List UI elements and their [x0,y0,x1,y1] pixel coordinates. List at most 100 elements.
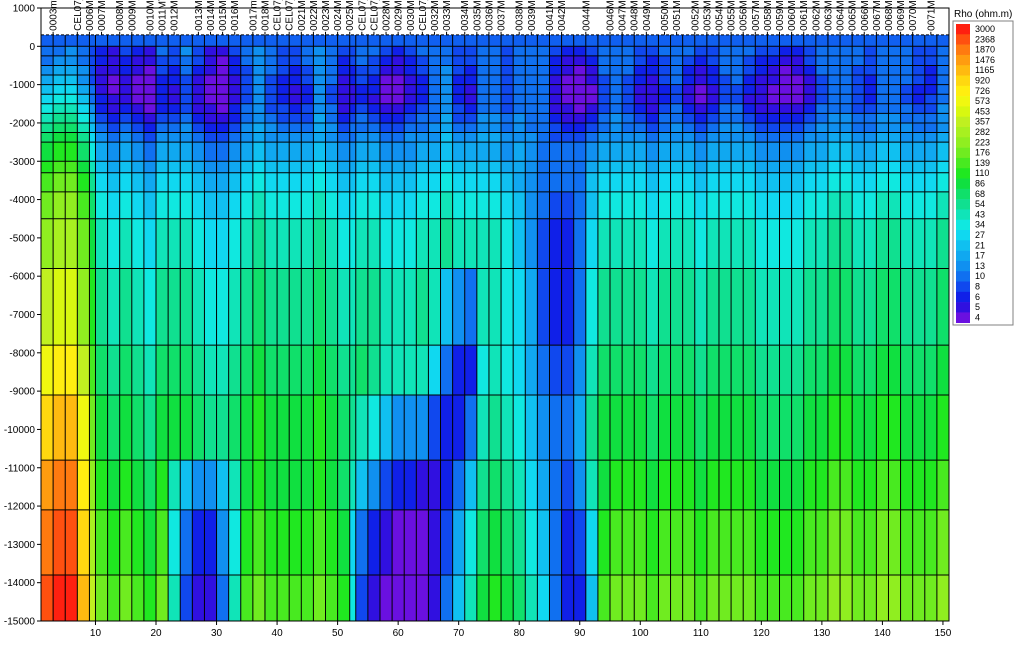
resistivity-cell [597,161,611,174]
y-tick-label: -5000 [9,233,35,244]
resistivity-cell [107,509,121,576]
resistivity-cell [428,161,441,174]
resistivity-cell [840,460,853,511]
resistivity-cell [168,132,181,143]
x-tick-label: 40 [272,628,284,639]
resistivity-cell [585,122,599,133]
resistivity-cell [573,132,587,143]
resistivity-cell [658,65,671,76]
resistivity-cell [706,191,720,220]
resistivity-cell [89,132,96,143]
resistivity-cell [289,191,302,220]
resistivity-cell [240,55,254,66]
legend-label: 86 [975,179,985,189]
resistivity-cell [416,218,429,269]
resistivity-cell [488,575,502,622]
resistivity-cell [349,55,357,66]
resistivity-cell [864,575,877,622]
resistivity-cell [827,161,841,174]
resistivity-cell [301,161,314,174]
resistivity-cell [379,268,393,346]
resistivity-cell [252,103,266,114]
station-label: CEL07_20 [285,0,296,31]
resistivity-cell [549,55,562,66]
resistivity-cell [119,394,133,461]
resistivity-cell [65,65,78,76]
resistivity-cell [803,75,817,86]
resistivity-cell [476,142,490,162]
resistivity-cell [646,75,659,86]
resistivity-cell [95,84,108,95]
resistivity-cell [767,142,780,162]
resistivity-cell [428,65,441,76]
legend-swatch [956,230,970,241]
resistivity-cell [156,218,169,269]
resistivity-cell [392,132,405,143]
resistivity-cell [252,575,266,622]
resistivity-cell [924,218,938,269]
resistivity-cell [888,172,901,193]
resistivity-cell [252,113,266,124]
resistivity-cell [924,122,938,133]
resistivity-cell [452,394,466,461]
resistivity-cell [537,75,550,86]
resistivity-cell [549,94,562,105]
y-tick-label: -11000 [5,463,36,474]
resistivity-cell [156,394,169,461]
station-label: 0052MTSI [690,0,701,31]
legend-swatch [956,34,970,45]
resistivity-cell [634,122,647,133]
resistivity-cell [706,509,720,576]
resistivity-cell [313,75,326,86]
resistivity-cell [156,161,169,174]
resistivity-cell [513,103,526,114]
resistivity-cell [755,84,768,95]
resistivity-cell [404,172,417,193]
resistivity-cell [289,172,302,193]
resistivity-cell [791,142,805,162]
resistivity-cell [392,345,405,396]
x-tick-label: 70 [453,628,465,639]
resistivity-cell [53,132,66,143]
resistivity-cell [682,509,696,576]
resistivity-cell [264,172,278,193]
resistivity-cell [767,65,780,76]
resistivity-cell [876,161,889,174]
resistivity-cell [791,509,805,576]
resistivity-cell [65,161,78,174]
resistivity-cell [192,172,205,193]
resistivity-cell [525,55,538,66]
resistivity-cell [852,268,865,346]
resistivity-cell [349,268,357,346]
resistivity-cell [392,113,405,124]
resistivity-cell [355,191,369,220]
legend-swatch [956,54,970,66]
resistivity-cell [277,65,290,76]
resistivity-cell [89,218,96,269]
resistivity-cell [936,94,950,105]
resistivity-cell [936,345,950,396]
resistivity-cell [488,75,502,86]
resistivity-cell [622,172,635,193]
legend-swatch [956,271,970,282]
resistivity-cell [428,191,441,220]
resistivity-cell [95,122,108,133]
resistivity-cell [404,46,417,57]
resistivity-cell [452,218,466,269]
resistivity-cell [670,122,684,133]
resistivity-cell [264,55,278,66]
resistivity-cell [143,268,157,346]
resistivity-cell [573,218,587,269]
legend-label: 2368 [975,34,995,44]
resistivity-cell [488,268,502,346]
resistivity-cell [367,460,381,511]
resistivity-cell [180,122,193,133]
resistivity-cell [41,55,54,66]
resistivity-cell [337,460,351,511]
resistivity-cell [682,191,696,220]
resistivity-cell [252,142,266,162]
resistivity-cell [597,113,611,124]
x-tick-label: 110 [693,628,709,639]
resistivity-cell [706,161,720,174]
resistivity-cell [367,65,381,76]
